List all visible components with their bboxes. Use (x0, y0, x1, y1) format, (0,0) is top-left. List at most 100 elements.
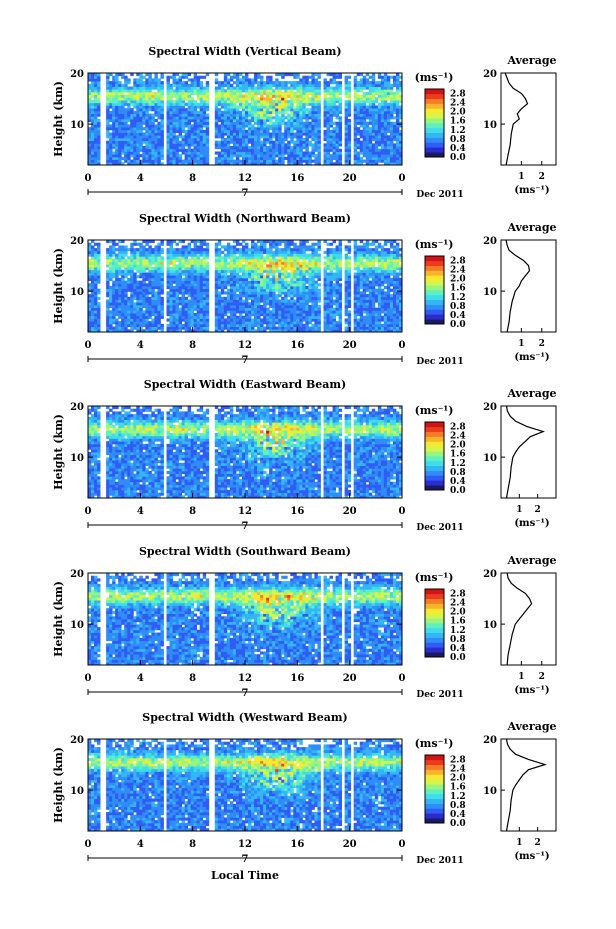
heatmap-cell (287, 302, 291, 306)
heatmap-cell (175, 250, 179, 254)
heatmap-cell (196, 151, 201, 155)
heatmap-cell (196, 277, 201, 281)
heatmap-cell (245, 86, 249, 90)
heatmap-cell (245, 75, 249, 79)
heatmap-cell (109, 143, 113, 147)
heatmap-cell (353, 81, 358, 85)
heatmap-cell (269, 269, 273, 273)
heatmap-cell (287, 127, 291, 131)
heatmap-cell (136, 258, 140, 263)
heatmap-cell (217, 253, 222, 257)
heatmap-cell (314, 121, 318, 125)
heatmap-cell (245, 315, 249, 319)
heatmap-cell (91, 277, 95, 281)
heatmap-cell (106, 121, 110, 125)
heatmap-cell (245, 264, 249, 268)
heatmap-cell (344, 148, 349, 152)
heatmap-cell (187, 323, 192, 327)
heatmap-cell (175, 100, 179, 104)
heatmap-cell (275, 148, 279, 152)
heatmap-cell (263, 258, 267, 263)
heatmap-cell (181, 73, 186, 77)
heatmap-cell (338, 127, 343, 131)
heatmap-cell (241, 108, 246, 112)
heatmap-cell (232, 127, 237, 131)
heatmap-cell (296, 86, 300, 90)
heatmap-cell (359, 94, 364, 98)
heatmap-cell (196, 116, 201, 120)
heatmap-cell (229, 256, 234, 260)
heatmap-cell (374, 121, 379, 125)
heatmap-cell (248, 302, 252, 306)
heatmap-cell (145, 242, 149, 246)
heatmap-cell (251, 137, 255, 142)
heatmap-cell (260, 108, 264, 112)
heatmap-cell (389, 132, 394, 136)
heatmap-cell (196, 304, 201, 309)
heatmap-cell (121, 250, 125, 254)
heatmap-cell (260, 124, 264, 128)
heatmap-cell (293, 119, 297, 123)
heatmap-cell (356, 113, 361, 117)
heatmap-cell (223, 275, 228, 279)
heatmap-cell (241, 162, 246, 166)
heatmap-cell (248, 329, 252, 333)
colorbar-swatch (425, 93, 444, 100)
heatmap-cell (353, 135, 358, 139)
heatmap-cell (184, 253, 189, 257)
heatmap-cell (398, 135, 403, 139)
heatmap-cell (362, 127, 367, 131)
heatmap-cell (251, 81, 255, 85)
heatmap-cell (272, 100, 276, 104)
heatmap-cell (178, 302, 182, 306)
heatmap-cell (356, 81, 361, 85)
heatmap-cell (251, 97, 255, 101)
heatmap-cell (223, 113, 228, 117)
heatmap-cell (338, 151, 343, 155)
heatmap-cell (317, 162, 321, 166)
heatmap-cell (94, 283, 98, 287)
global-xlabel: Local Time (211, 869, 279, 882)
heatmap-cell (184, 91, 189, 96)
heatmap-cell (344, 75, 349, 79)
heatmap-cell (187, 275, 192, 279)
heatmap-cell (296, 154, 300, 158)
heatmap-cell (299, 108, 303, 112)
heatmap-cell (329, 81, 333, 85)
heatmap-cell (133, 89, 137, 93)
heatmap-cell (389, 140, 394, 144)
heatmap-cell (196, 148, 201, 152)
heatmap-cell (362, 78, 367, 82)
heatmap-cell (169, 116, 173, 120)
heatmap-cell (193, 323, 198, 327)
heatmap-cell (344, 129, 349, 133)
heatmap-cell (136, 154, 140, 158)
heatmap-cell (254, 75, 258, 79)
heatmap-cell (193, 264, 198, 268)
heatmap-cell (139, 100, 143, 104)
heatmap-cell (115, 143, 119, 147)
heatmap-cell (199, 113, 204, 117)
heatmap-cell (223, 248, 228, 252)
heatmap-cell (287, 304, 291, 309)
heatmap-cell (130, 242, 134, 246)
heatmap-cell (130, 323, 134, 327)
heatmap-cell (374, 162, 379, 166)
heatmap-cell (184, 75, 189, 79)
heatmap-cell (157, 248, 161, 252)
heatmap-cell (199, 326, 204, 330)
heatmap-cell (106, 256, 110, 260)
heatmap-cell (127, 296, 131, 300)
heatmap-cell (238, 294, 243, 298)
heatmap-cell (112, 315, 116, 319)
heatmap-cell (187, 315, 192, 319)
heatmap-cell (380, 143, 385, 147)
heatmap-cell (257, 91, 261, 96)
heatmap-cell (251, 291, 255, 295)
heatmap-cell (127, 162, 131, 166)
heatmap-cell (241, 135, 246, 139)
heatmap-cell (287, 159, 291, 163)
heatmap-cell (124, 318, 128, 322)
heatmap-cell (175, 296, 179, 300)
heatmap-cell (91, 291, 95, 295)
